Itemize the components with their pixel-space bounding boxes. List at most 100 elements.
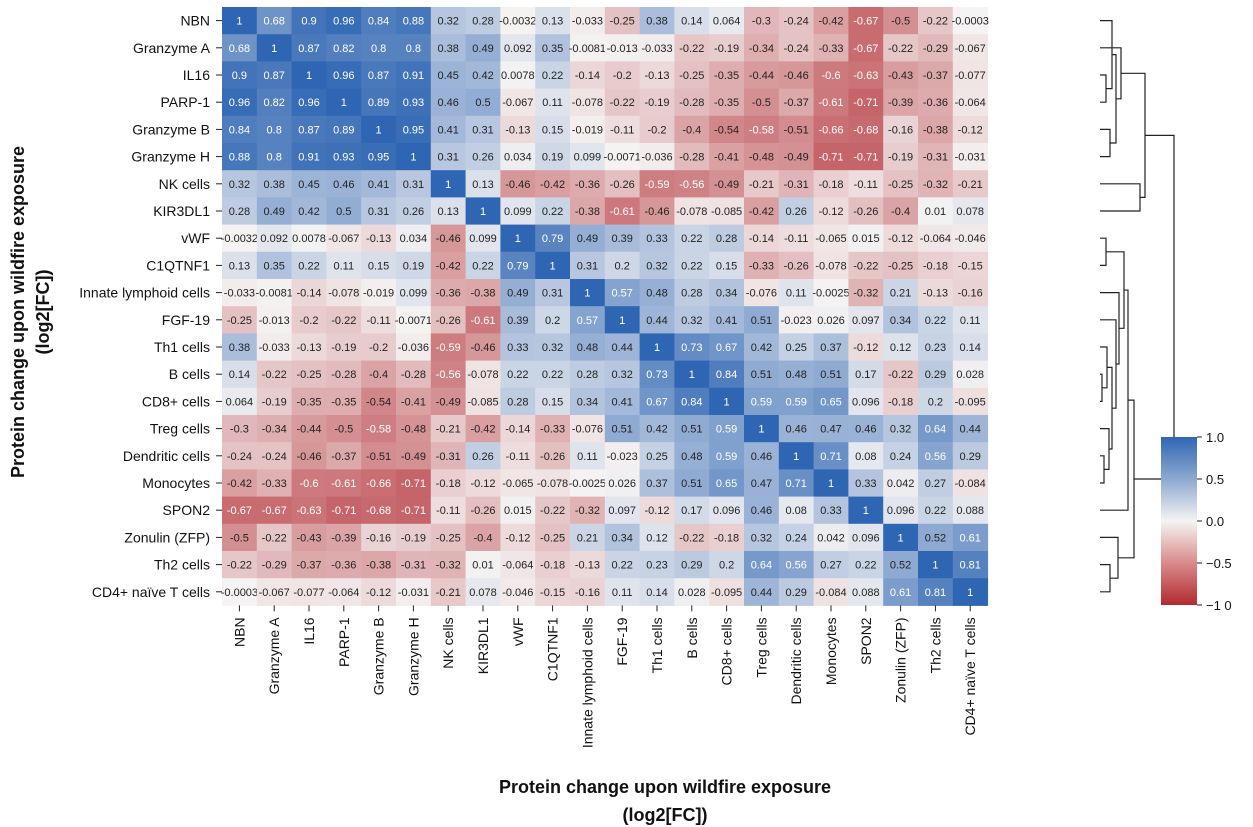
cell-value-label: -0.076 — [572, 424, 603, 436]
heatmap-cell — [813, 442, 849, 470]
cell-value-label: 0.096 — [713, 505, 741, 517]
cell-value-label: 0.2 — [719, 560, 734, 572]
cell-value-label: 0.95 — [403, 124, 424, 136]
cell-value-label: 0.099 — [400, 288, 428, 300]
cell-value-label: 1 — [515, 233, 521, 245]
cell-value-label: 0.11 — [542, 97, 563, 109]
cell-value-label: 1 — [828, 478, 834, 490]
heatmap-cell — [396, 224, 432, 253]
cell-value-label: 0.44 — [611, 342, 632, 354]
cell-value-label: 0.29 — [925, 369, 946, 381]
cell-value-label: -0.13 — [296, 342, 321, 354]
heatmap-cell — [361, 279, 397, 307]
heatmap-cell — [778, 279, 815, 307]
heatmap-cell — [430, 333, 467, 362]
cell-value-label: 0.47 — [820, 424, 841, 436]
heatmap-cell — [570, 61, 606, 90]
cell-value-label: -0.13 — [505, 124, 530, 136]
cell-value-label: 0.32 — [751, 532, 772, 544]
cell-value-label: 1 — [793, 451, 799, 463]
heatmap-cell — [222, 115, 258, 144]
heatmap-cell — [500, 333, 536, 362]
x-tick-label: NBN — [231, 617, 247, 647]
heatmap-cell — [952, 496, 989, 525]
cell-value-label: -0.43 — [296, 532, 321, 544]
dendrogram — [1100, 20, 1175, 593]
heatmap-cell — [813, 7, 849, 35]
heatmap-cell — [500, 224, 536, 253]
cell-value-label: 1 — [410, 152, 416, 164]
cell-value-label: -0.61 — [331, 478, 356, 490]
heatmap-cell — [604, 469, 641, 498]
heatmap-cell — [361, 306, 397, 334]
cell-value-label: -0.12 — [505, 532, 530, 544]
heatmap-cell — [918, 61, 954, 90]
cell-value-label: 0.27 — [925, 478, 946, 490]
heatmap-cell — [604, 523, 641, 552]
heatmap-cell — [604, 197, 641, 226]
heatmap-cell — [918, 469, 954, 498]
heatmap-cell — [465, 224, 501, 253]
cell-value-label: 0.88 — [229, 152, 250, 164]
cell-value-label: 0.097 — [608, 505, 636, 517]
heatmap-cell — [500, 143, 536, 171]
cell-value-label: -0.0003 — [221, 587, 258, 599]
heatmap-cell — [361, 333, 397, 362]
heatmap-cell — [709, 415, 745, 443]
cell-value-label: -0.44 — [296, 424, 321, 436]
heatmap-cell — [500, 415, 536, 443]
heatmap-cell — [709, 442, 745, 470]
heatmap-cell — [674, 34, 710, 62]
cell-value-label: 0.59 — [716, 424, 737, 436]
heatmap-cell — [778, 306, 815, 334]
heatmap-cell — [465, 61, 501, 90]
cell-value-label: 0.89 — [368, 97, 389, 109]
cell-value-label: 0.5 — [336, 206, 351, 218]
heatmap-cell — [952, 469, 989, 498]
cell-value-label: -0.46 — [505, 179, 530, 191]
heatmap-cell — [883, 34, 919, 62]
heatmap-cell — [674, 387, 710, 416]
heatmap-cell — [639, 7, 675, 35]
heatmap-cell — [639, 523, 675, 552]
heatmap-cell — [465, 279, 501, 307]
cell-value-label: 0.84 — [368, 16, 389, 28]
heatmap-cell — [430, 7, 467, 35]
heatmap-cell — [848, 496, 884, 525]
heatmap-cell — [778, 143, 815, 171]
heatmap-cell — [813, 469, 849, 498]
heatmap-cell — [674, 279, 710, 307]
heatmap-cell — [326, 61, 362, 90]
heatmap-cell — [674, 143, 710, 171]
heatmap-cell — [952, 442, 989, 470]
cell-value-label: -0.22 — [679, 43, 704, 55]
heatmap-cell — [396, 551, 432, 579]
heatmap-cell — [744, 551, 780, 579]
cell-value-label: 0.93 — [403, 97, 424, 109]
heatmap-cell — [674, 251, 710, 280]
cell-value-label: 0.13 — [229, 260, 250, 272]
heatmap-cell — [222, 61, 258, 90]
heatmap-cell — [256, 34, 293, 62]
heatmap-cell — [570, 197, 606, 226]
heatmap-cell — [535, 360, 571, 389]
heatmap-cell — [778, 415, 815, 443]
cell-value-label: 0.13 — [542, 16, 563, 28]
heatmap-cell — [709, 578, 745, 606]
heatmap-cell — [361, 251, 397, 280]
cell-value-label: -0.42 — [227, 478, 252, 490]
cell-value-label: 0.13 — [437, 206, 458, 218]
cell-value-label: 0.38 — [646, 16, 667, 28]
heatmap-cell — [465, 7, 501, 35]
dendrogram-branch — [1118, 399, 1135, 559]
cell-value-label: -0.39 — [331, 532, 356, 544]
heatmap-cell — [396, 7, 432, 35]
heatmap-cell — [291, 496, 327, 525]
x-tick-label: NK cells — [440, 617, 456, 668]
heatmap-cell — [535, 224, 571, 253]
heatmap-cell — [848, 442, 884, 470]
cell-value-label: 0.61 — [959, 532, 980, 544]
cell-value-label: 0.23 — [646, 560, 667, 572]
cell-value-label: 0.19 — [542, 152, 563, 164]
cell-value-label: -0.22 — [679, 532, 704, 544]
